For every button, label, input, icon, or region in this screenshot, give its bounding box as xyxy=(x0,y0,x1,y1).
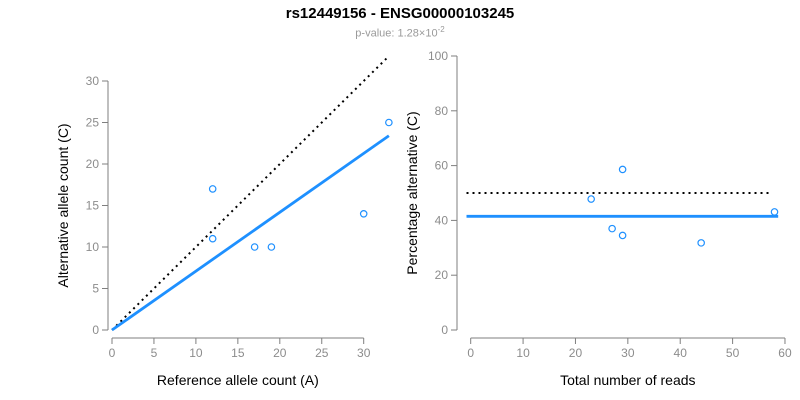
plot-subtitle: p-value: 1.28×10-2 xyxy=(0,25,800,40)
y-axis-title: Alternative allele count (C) xyxy=(55,123,71,287)
percentage-plot: 0 20 40 60 80 100 0 10 20 30 40 50 60 Total number of… xyxy=(404,49,792,388)
x-tick-label: 60 xyxy=(778,346,792,360)
y-tick-label: 20 xyxy=(86,157,100,171)
fit-line xyxy=(111,134,390,332)
data-point xyxy=(587,195,595,203)
x-tick-label: 10 xyxy=(516,346,530,360)
y-tick-label: 100 xyxy=(428,49,448,63)
x-axis-title: Total number of reads xyxy=(560,372,695,388)
data-point xyxy=(208,185,217,193)
y-axis-title: Percentage alternative (C) xyxy=(404,111,420,274)
x-tick-label: 25 xyxy=(315,346,329,360)
data-point xyxy=(359,210,368,218)
x-tick-label: 40 xyxy=(674,346,688,360)
y-tick-label: 30 xyxy=(86,74,100,88)
data-point xyxy=(250,243,259,251)
y-tick-label: 80 xyxy=(435,104,449,118)
x-axis-title: Reference allele count (A) xyxy=(157,372,319,388)
x-tick-label: 5 xyxy=(151,346,158,360)
data-point xyxy=(267,243,276,251)
x-tick-label: 30 xyxy=(621,346,635,360)
identity-line xyxy=(111,55,390,331)
y-tick-label: 0 xyxy=(92,323,99,337)
data-point xyxy=(618,231,627,240)
y-tick-label: 15 xyxy=(86,199,100,213)
x-tick-label: 20 xyxy=(273,346,287,360)
subtitle-text: p-value: 1.28×10 xyxy=(355,27,438,40)
x-tick-label: 15 xyxy=(231,346,245,360)
data-point xyxy=(618,165,627,174)
y-tick-label: 20 xyxy=(435,268,449,282)
x-tick-label: 0 xyxy=(467,346,474,360)
data-point xyxy=(608,224,616,233)
y-tick-label: 0 xyxy=(441,323,448,337)
data-point xyxy=(697,239,705,247)
y-tick-label: 5 xyxy=(92,282,99,296)
y-tick-label: 60 xyxy=(435,159,449,173)
x-tick-label: 50 xyxy=(726,346,740,360)
x-tick-label: 30 xyxy=(357,346,371,360)
y-tick-label: 40 xyxy=(435,213,449,227)
x-tick-label: 10 xyxy=(189,346,203,360)
data-point xyxy=(770,208,779,216)
plot-title: rs12449156 - ENSG00000103245 xyxy=(285,5,515,22)
y-tick-label: 10 xyxy=(86,240,100,254)
subtitle-exponent: -2 xyxy=(437,25,445,34)
y-tick-label: 25 xyxy=(86,116,100,130)
allele-counts-plot: 0 5 10 15 20 25 30 0 5 10 15 20 25 30 Reference allele… xyxy=(55,55,393,388)
data-point xyxy=(385,118,393,127)
x-tick-label: 0 xyxy=(109,346,116,360)
data-point xyxy=(208,234,217,243)
x-tick-label: 20 xyxy=(569,346,583,360)
